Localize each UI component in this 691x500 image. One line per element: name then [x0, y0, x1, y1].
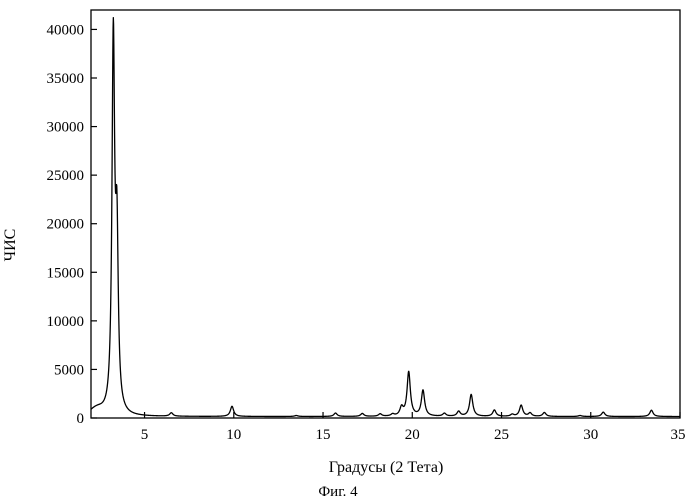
y-axis-title: ЧИС	[2, 229, 19, 262]
figure-caption: Фиг. 4	[318, 484, 358, 500]
y-tick-label: 15000	[47, 265, 85, 281]
y-axis-ticks: 0 5000 10000 15000 20000 25000 30000 35000 40000	[47, 22, 98, 427]
y-tick-label: 40000	[47, 22, 85, 38]
x-tick-label: 5	[141, 427, 149, 443]
y-tick-label: 25000	[47, 168, 85, 184]
x-tick-label: 10	[226, 427, 241, 443]
x-axis-ticks: 5 10 15 20 25 30 35	[141, 412, 686, 443]
y-tick-label: 0	[77, 411, 85, 427]
plot-frame	[91, 10, 680, 418]
y-tick-label: 35000	[47, 71, 85, 87]
y-tick-label: 10000	[47, 314, 85, 330]
x-axis-title: Градусы (2 Тета)	[329, 459, 444, 476]
y-tick-label: 20000	[47, 217, 85, 233]
y-tick-label: 30000	[47, 120, 85, 136]
x-tick-label: 30	[583, 427, 598, 443]
x-tick-label: 15	[316, 427, 331, 443]
x-tick-label: 20	[405, 427, 420, 443]
x-tick-label: 25	[494, 427, 509, 443]
x-tick-label: 35	[671, 427, 686, 443]
y-tick-label: 5000	[54, 362, 84, 378]
diffraction-pattern-line	[91, 18, 680, 417]
